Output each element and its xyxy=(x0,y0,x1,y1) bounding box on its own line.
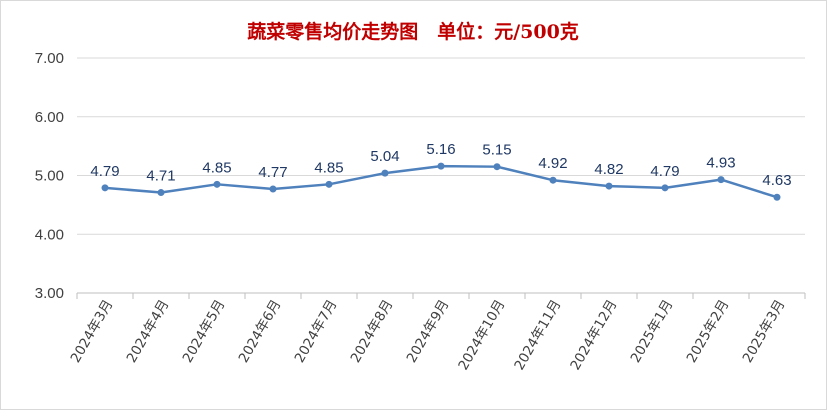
data-label: 5.15 xyxy=(482,142,511,159)
y-tick-label: 3.00 xyxy=(35,285,64,302)
data-label: 4.79 xyxy=(650,163,679,180)
data-label: 4.77 xyxy=(258,164,287,181)
data-point xyxy=(605,182,613,190)
data-label: 5.16 xyxy=(426,141,455,158)
data-point xyxy=(213,180,221,188)
data-point xyxy=(157,189,165,197)
y-tick-label: 7.00 xyxy=(35,50,64,67)
data-point xyxy=(773,193,781,201)
data-label: 4.85 xyxy=(202,159,231,176)
data-point xyxy=(549,176,557,184)
data-label: 4.63 xyxy=(762,172,791,189)
data-label: 4.93 xyxy=(706,155,735,172)
data-labels: 4.79 4.71 4.85 4.77 4.85 5.04 5.16 5.15 4.92 4.82… xyxy=(90,141,791,189)
data-label: 4.79 xyxy=(90,163,119,180)
data-point xyxy=(437,162,445,170)
data-point xyxy=(493,163,501,171)
data-label: 4.85 xyxy=(314,159,343,176)
data-point xyxy=(101,184,109,192)
series-layer xyxy=(101,162,781,201)
y-axis-ticks: 3.00 4.00 5.00 6.00 7.00 xyxy=(35,50,64,302)
data-label: 4.82 xyxy=(594,161,623,178)
data-point xyxy=(325,180,333,188)
y-tick-label: 5.00 xyxy=(35,168,64,185)
data-label: 5.04 xyxy=(370,148,399,165)
data-label: 4.92 xyxy=(538,155,567,172)
data-label: 4.71 xyxy=(146,168,175,185)
y-tick-label: 6.00 xyxy=(35,109,64,126)
data-point xyxy=(381,169,389,177)
data-point xyxy=(661,184,669,192)
grid-layer xyxy=(76,57,806,299)
data-point xyxy=(717,176,725,184)
data-point xyxy=(269,185,277,193)
y-tick-label: 4.00 xyxy=(35,226,64,243)
chart-title: 蔬菜零售均价走势图 单位：元/500克 xyxy=(247,20,579,43)
